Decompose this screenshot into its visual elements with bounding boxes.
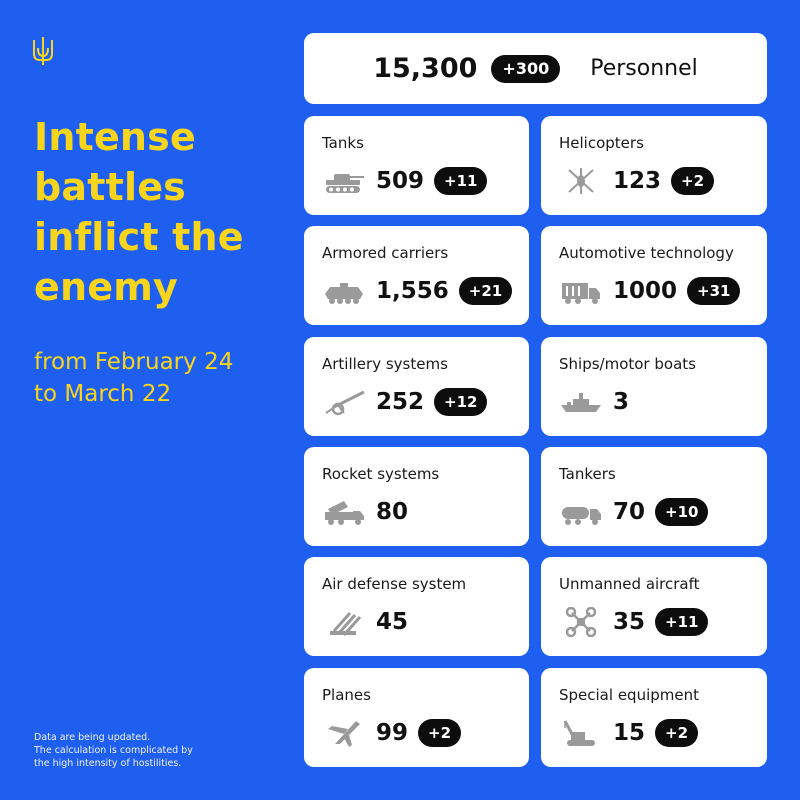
card-value: 70 xyxy=(613,499,646,525)
card-value: 1,556 xyxy=(376,278,449,304)
helicopter-icon xyxy=(568,168,594,194)
drone-icon xyxy=(565,607,597,637)
personnel-delta-badge: +300 xyxy=(491,54,561,83)
card-rocket-systems: Rocket systems 80 xyxy=(304,447,529,546)
card-title: Air defense system xyxy=(322,575,467,593)
card-value: 509 xyxy=(376,168,425,194)
card-ships-motor-boats: Ships/motor boats 3 xyxy=(541,337,767,436)
card-value: 1000 xyxy=(613,278,678,304)
headline-line: inflict the xyxy=(34,215,244,259)
card-title: Ships/motor boats xyxy=(559,355,696,373)
rocket-launcher-icon xyxy=(325,501,364,525)
card-value: 45 xyxy=(376,609,409,635)
ship-icon xyxy=(561,393,601,412)
trident-icon xyxy=(33,37,53,65)
card-artillery-systems: Artillery systems 252 +12 xyxy=(304,337,529,436)
headline: Intense battles inflict the enemy xyxy=(34,112,284,312)
plane-icon xyxy=(328,721,360,747)
personnel-value: 15,300 xyxy=(373,53,478,84)
headline-line: enemy xyxy=(34,265,178,309)
period-line: to March 22 xyxy=(34,381,172,407)
air-defense-icon xyxy=(330,612,362,636)
card-title: Rocket systems xyxy=(322,465,440,483)
card-armored-carriers: Armored carriers 1,556 +21 xyxy=(304,226,529,325)
footnote: Data are being updated. The calculation … xyxy=(34,731,274,770)
card-value: 99 xyxy=(376,720,409,746)
personnel-card: 15,300 +300 Personnel xyxy=(304,33,767,104)
personnel-label: Personnel xyxy=(590,56,698,81)
card-delta-badge: +11 xyxy=(655,608,709,636)
armored-carrier-icon xyxy=(325,283,363,304)
card-title: Unmanned aircraft xyxy=(559,575,700,593)
period-line: from February 24 xyxy=(34,349,234,375)
card-title: Tanks xyxy=(322,134,364,152)
card-tankers: Tankers 70 +10 xyxy=(541,447,767,546)
card-title: Tankers xyxy=(559,465,616,483)
card-delta-badge: +2 xyxy=(671,167,715,195)
card-delta-badge: +11 xyxy=(434,167,488,195)
crane-icon xyxy=(563,720,595,746)
card-delta-badge: +2 xyxy=(418,719,462,747)
card-air-defense-system: Air defense system 45 xyxy=(304,557,529,656)
artillery-icon xyxy=(325,390,365,416)
card-title: Automotive technology xyxy=(559,244,734,262)
tanker-truck-icon xyxy=(562,507,601,525)
card-value: 3 xyxy=(613,389,630,415)
card-helicopters: Helicopters 123 +2 xyxy=(541,116,767,215)
period: from February 24 to March 22 xyxy=(34,346,284,410)
card-title: Special equipment xyxy=(559,686,699,704)
card-delta-badge: +31 xyxy=(687,277,741,305)
card-value: 35 xyxy=(613,609,646,635)
headline-line: Intense xyxy=(34,115,196,159)
footnote-line: The calculation is complicated by xyxy=(34,745,193,756)
card-value: 252 xyxy=(376,389,425,415)
card-delta-badge: +21 xyxy=(458,277,513,305)
footnote-line: Data are being updated. xyxy=(34,732,151,743)
card-value: 80 xyxy=(376,499,409,525)
card-title: Armored carriers xyxy=(322,244,449,262)
headline-line: battles xyxy=(34,165,186,209)
card-unmanned-aircraft: Unmanned aircraft 35 +11 xyxy=(541,557,767,656)
card-automotive-technology: Automotive technology 1000 +31 xyxy=(541,226,767,325)
card-special-equipment: Special equipment 15 +2 xyxy=(541,668,767,767)
card-title: Helicopters xyxy=(559,134,644,152)
card-delta-badge: +10 xyxy=(655,498,709,526)
card-value: 123 xyxy=(613,168,662,194)
tank-icon xyxy=(326,174,364,193)
footnote-line: the high intensity of hostilities. xyxy=(34,758,182,769)
card-title: Planes xyxy=(322,686,371,704)
card-value: 15 xyxy=(613,720,646,746)
card-title: Artillery systems xyxy=(322,355,448,373)
card-planes: Planes 99 +2 xyxy=(304,668,529,767)
truck-icon xyxy=(562,283,600,304)
card-delta-badge: +12 xyxy=(434,388,488,416)
card-delta-badge: +2 xyxy=(655,719,699,747)
card-tanks: Tanks 509 +11 xyxy=(304,116,529,215)
